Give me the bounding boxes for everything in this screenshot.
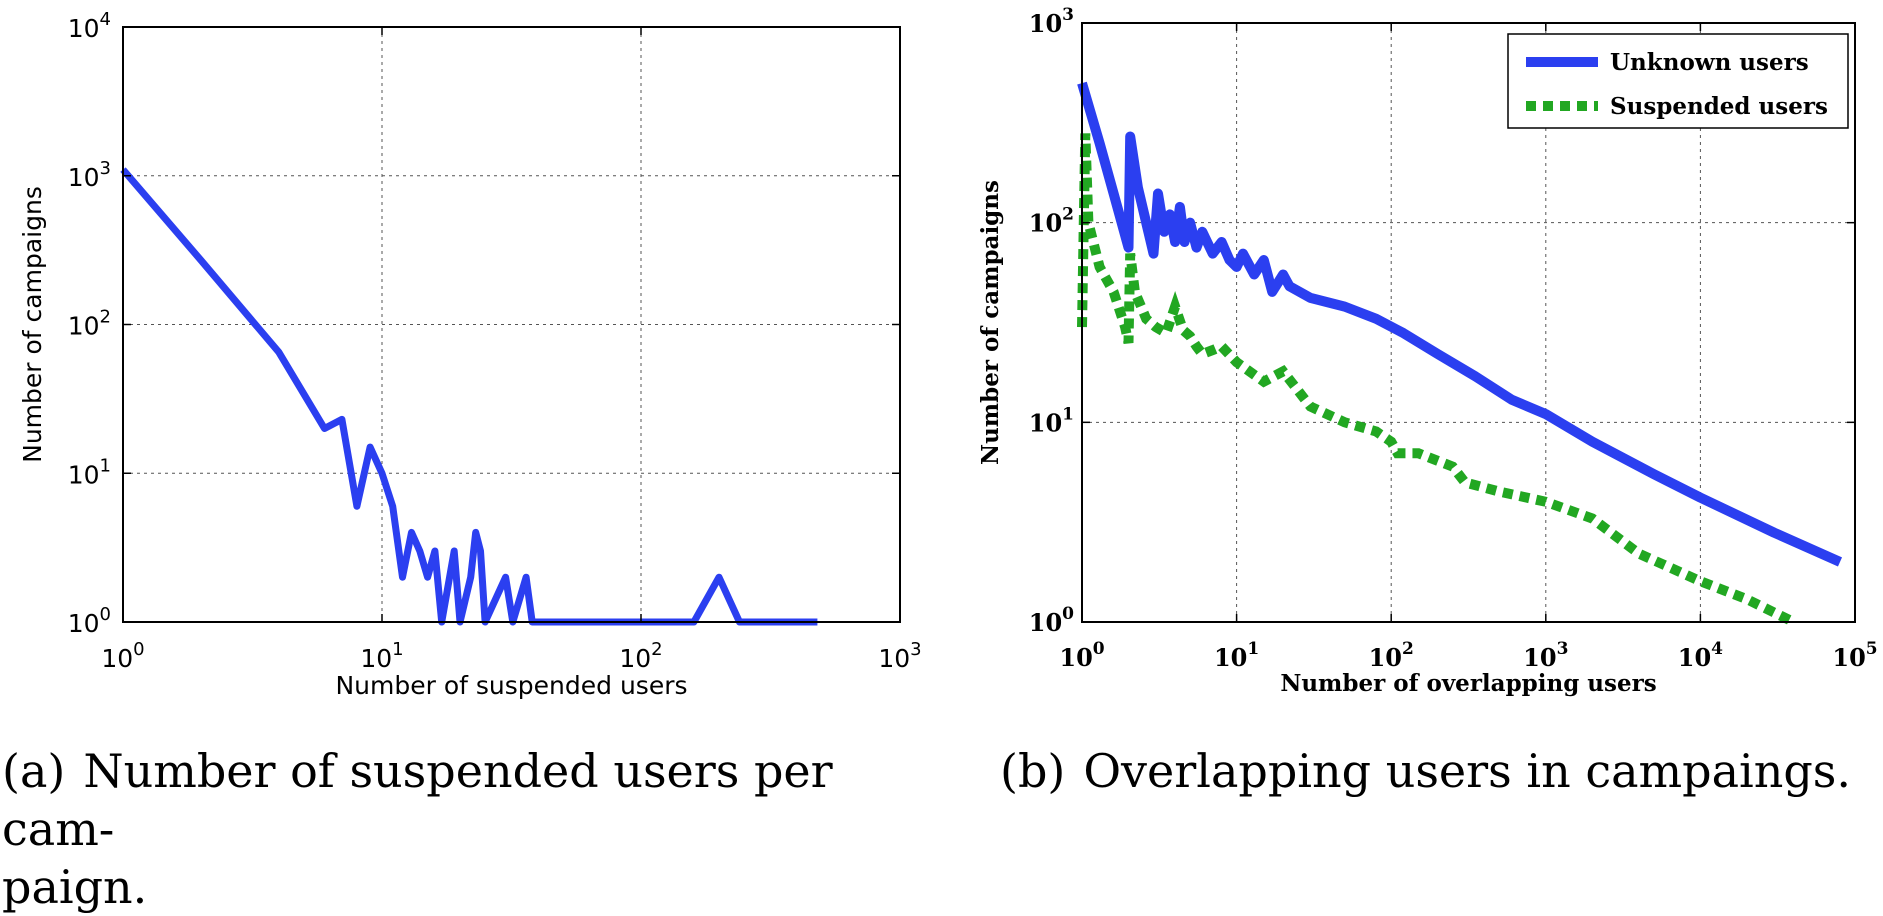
chart-b-series: [1077, 81, 1843, 627]
b-y-tick-label: 102: [1029, 205, 1074, 238]
b-x-tick-label: 105: [1832, 639, 1877, 672]
a-series-line-0: [120, 167, 818, 626]
chart-b-frame: [1081, 22, 1856, 623]
chart-b-x-axis-label: Number of overlapping users: [1280, 670, 1656, 697]
caption-b-label: (b): [1000, 744, 1066, 798]
legend-label-suspended-users: Suspended users: [1610, 93, 1828, 120]
caption-a-line2: paign.: [2, 860, 148, 914]
chart-b-y-axis-label: Number of campaigns: [977, 180, 1004, 465]
chart-a-series: [120, 167, 818, 626]
legend-box: [1507, 33, 1849, 129]
chart-a: 100 101 102 103 100 101 102 103 104 Number of su…: [18, 9, 922, 700]
figure: 100 101 102 103 100 101 102 103 104 Number of su…: [18, 5, 1878, 700]
b-series-line-1: [1077, 133, 1796, 627]
a-y-tick-label: 102: [68, 307, 111, 341]
caption-a: (a) Number of suspended users per cam- pa…: [2, 742, 942, 916]
b-x-tick-label: 103: [1523, 639, 1568, 672]
caption-a-line1: Number of suspended users per cam-: [2, 744, 833, 856]
a-y-tick-label: 103: [68, 158, 111, 192]
b-x-tick-label: 104: [1678, 639, 1723, 672]
b-x-tick-label: 101: [1214, 639, 1259, 672]
chart-b: 100 101 102 103 104 105 100 101 102 103 Number of…: [977, 5, 1878, 697]
a-x-tick-label: 102: [619, 639, 662, 673]
caption-b: (b) Overlapping users in campaings.: [1000, 742, 1880, 800]
a-y-tick-label: 101: [68, 455, 111, 489]
a-y-tick-label: 100: [68, 604, 111, 638]
b-series-line-0: [1077, 81, 1843, 567]
caption-b-line1: Overlapping users in campaings.: [1083, 744, 1852, 798]
b-y-tick-label: 101: [1029, 404, 1074, 437]
a-x-tick-label: 103: [878, 639, 921, 673]
chart-a-y-axis-label: Number of campaigns: [18, 186, 47, 463]
chart-b-legend: Unknown users Suspended users: [1507, 33, 1849, 129]
b-y-tick-label: 103: [1029, 5, 1074, 38]
b-x-tick-label: 100: [1059, 639, 1104, 672]
chart-a-ticks: 100 101 102 103 100 101 102 103 104: [68, 9, 922, 673]
chart-a-grid: [123, 27, 900, 622]
legend-label-unknown-users: Unknown users: [1610, 49, 1809, 76]
chart-a-x-axis-label: Number of suspended users: [335, 671, 687, 700]
a-y-tick-label: 104: [68, 9, 111, 43]
a-x-tick-label: 100: [101, 639, 144, 673]
b-y-tick-label: 100: [1029, 604, 1074, 637]
caption-a-label: (a): [2, 744, 66, 798]
b-x-tick-label: 102: [1369, 639, 1414, 672]
a-x-tick-label: 101: [360, 639, 403, 673]
